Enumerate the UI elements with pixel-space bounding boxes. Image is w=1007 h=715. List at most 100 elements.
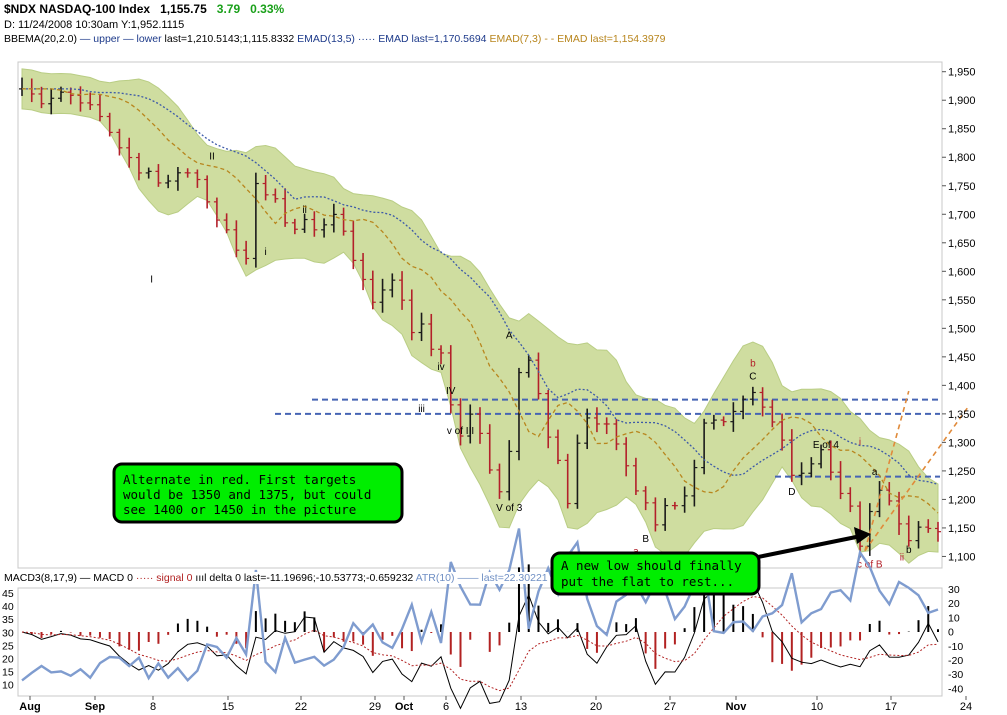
macd-tick-label: -10 (948, 641, 963, 653)
price-tick-label: 1,100 (948, 551, 976, 563)
x-tick-label: 13 (515, 701, 527, 713)
macd-tick-label: 10 (948, 612, 960, 624)
wave-label: v of III (447, 426, 474, 437)
wave-label: i (264, 247, 266, 258)
low-note-box: A new low should finally put the flat to… (550, 527, 871, 596)
atr-line (21, 528, 939, 682)
price-tick-label: 1,400 (948, 380, 976, 392)
atr-tick-label: 25 (2, 640, 14, 652)
price-tick-label: 1,700 (948, 209, 976, 221)
target-projection-line (864, 407, 968, 552)
macd-tick-label: -20 (948, 655, 963, 667)
price-change: 3.79 (216, 2, 241, 16)
bb-upper-legend: — upper (79, 33, 121, 45)
macd-tick-label: -40 (948, 683, 963, 695)
price-change-pct: 0.33% (250, 2, 285, 16)
target-projection-line (864, 390, 910, 551)
x-tick-label: 27 (664, 701, 676, 713)
wave-label: V of 3 (496, 503, 523, 514)
price-tick-label: 1,250 (948, 466, 976, 478)
emad-7-3-line (22, 88, 939, 514)
wave-label: iii (418, 404, 425, 415)
wave-label: A (506, 331, 513, 342)
chart-title-line: $NDX NASDAQ-100 Index 1,155.75 3.79 0.33… (4, 2, 284, 16)
emad2-label: EMAD(7,3) (489, 33, 542, 45)
wave-label: b (906, 545, 912, 556)
macd-line (21, 579, 939, 710)
atr-tick-label: 45 (2, 588, 14, 600)
alt-note-line-3: see 1400 or 1450 in the picture (123, 502, 356, 517)
price-tick-label: 1,900 (948, 95, 976, 107)
x-tick-label: 22 (295, 701, 307, 713)
x-tick-label: 10 (811, 701, 823, 713)
price-tick-label: 1,450 (948, 352, 976, 364)
price-tick-label: 1,150 (948, 523, 976, 535)
emad1-last: ····· EMAD last=1,170.5694 (357, 33, 487, 45)
x-tick-label: 24 (960, 701, 972, 713)
bollinger-band (21, 68, 939, 564)
wave-label: b (750, 359, 756, 370)
macd-tick-label: 30 (948, 584, 960, 596)
wave-label: iv (437, 362, 444, 373)
price-tick-label: 1,800 (948, 152, 976, 164)
price-tick-label: 1,350 (948, 409, 976, 421)
overlay-legend: BBEMA(20,2.0) — upper — lower last=1,210… (4, 33, 665, 45)
x-tick-label: Oct (395, 701, 414, 713)
wave-label: II (209, 152, 215, 163)
alt-note-line-1: Alternate in red. First targets (123, 472, 356, 487)
price-tick-label: 1,550 (948, 295, 976, 307)
x-tick-label: 15 (222, 701, 234, 713)
x-tick-label: 29 (369, 701, 381, 713)
macd-panel-frame (17, 587, 943, 697)
wave-label: c of B (857, 559, 883, 570)
bb-last: last=1,210.5143;1,115.8332 (164, 33, 295, 45)
wave-label: E of 4 (813, 440, 840, 451)
x-tick-label: Sep (85, 701, 105, 713)
atr-tick-label: 40 (2, 601, 14, 613)
atr-tick-label: 30 (2, 627, 14, 639)
price-tick-label: 1,650 (948, 238, 976, 250)
x-tick-label: Aug (19, 701, 40, 713)
x-tick-label: 17 (885, 701, 897, 713)
low-note-line-1: A new low should finally (561, 558, 742, 573)
bb-lower-legend: — lower (123, 33, 162, 45)
delta-legend: ıııl delta 0 last=-11.19696;-10.53773;-0… (195, 572, 414, 584)
price-tick-label: 1,850 (948, 124, 976, 136)
atr-tick-label: 35 (2, 614, 14, 626)
macd-line-legend: — MACD 0 (79, 572, 133, 584)
x-tick-label: 6 (443, 701, 449, 713)
low-note-line-2: put the flat to rest... (561, 574, 734, 589)
bb-label: BBEMA(20,2.0) (4, 33, 77, 45)
macd-signal-line (21, 595, 939, 692)
wave-label: ii (302, 205, 306, 216)
alt-note-line-2: would be 1350 and 1375, but could (123, 487, 371, 502)
wave-label: IV (446, 386, 456, 397)
price-tick-label: 1,200 (948, 494, 976, 506)
emad1-label: EMAD(13,5) (297, 33, 355, 45)
atr-tick-label: 20 (2, 654, 14, 666)
last-price: 1,155.75 (160, 2, 207, 16)
symbol-title: $NDX NASDAQ-100 Index (4, 2, 151, 16)
x-tick-label: Nov (726, 701, 748, 713)
date-line: D: 11/24/2008 10:30am Y:1,952.1115 (4, 19, 185, 31)
wave-label: i (859, 437, 861, 448)
wave-label: I (150, 275, 153, 286)
price-tick-label: 1,950 (948, 67, 976, 79)
price-tick-label: 1,300 (948, 437, 976, 449)
macd-tick-label: -30 (948, 669, 963, 681)
alt-note-box: Alternate in red. First targets would be… (112, 462, 404, 524)
macd-legend: MACD3(8,17,9) — MACD 0 ····· signal 0 ıı… (4, 572, 548, 584)
atr-tick-label: 10 (2, 680, 14, 692)
atr-tick-label: 15 (2, 667, 14, 679)
x-tick-label: 20 (590, 701, 602, 713)
wave-label: ii (900, 552, 904, 563)
price-tick-label: 1,750 (948, 181, 976, 193)
signal-legend: ····· signal 0 (135, 572, 193, 584)
macd-tick-label: 0 (948, 627, 954, 639)
atr-last: —— last=22.30221 (457, 572, 548, 584)
emad-13-5-line (22, 88, 939, 486)
wave-label: a (872, 467, 878, 478)
emad2-last: - - EMAD last=1,154.3979 (544, 33, 666, 45)
macd-tick-label: 20 (948, 598, 960, 610)
